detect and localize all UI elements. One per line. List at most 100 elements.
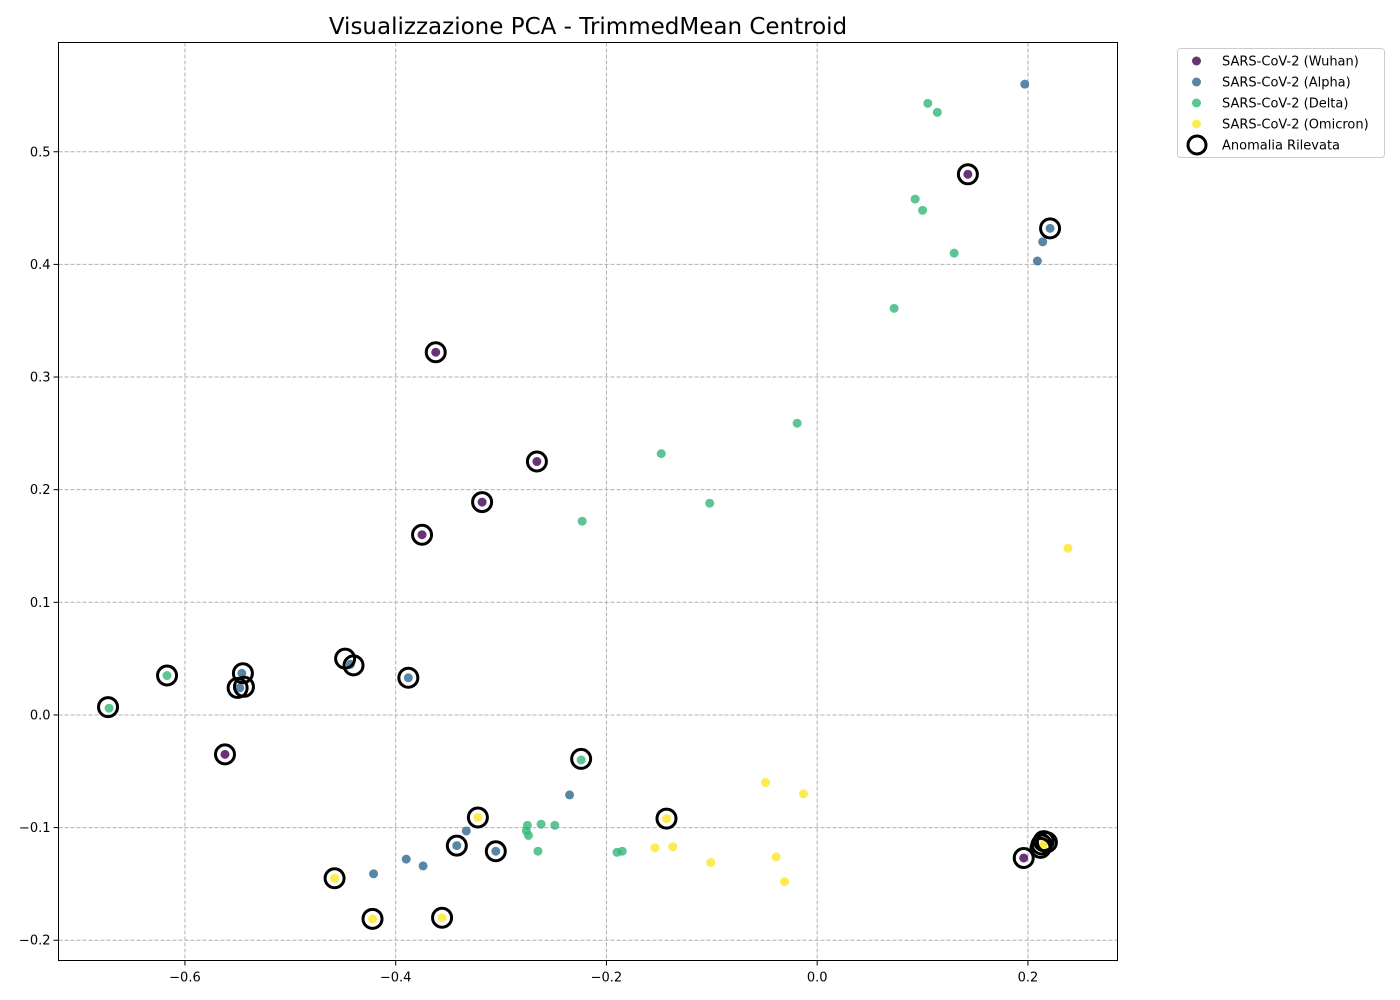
anomaly-marker bbox=[397, 666, 420, 689]
y-tick-label: 0.4 bbox=[30, 258, 51, 273]
anomaly-marker bbox=[342, 654, 365, 677]
data-point bbox=[910, 194, 920, 204]
data-point bbox=[403, 673, 413, 683]
data-point bbox=[565, 790, 575, 800]
grid-lines bbox=[58, 42, 1118, 961]
anomaly-marker bbox=[231, 662, 254, 685]
plot-points bbox=[97, 79, 1073, 930]
data-point bbox=[369, 869, 379, 879]
legend: SARS-CoV-2 (Wuhan) SARS-CoV-2 (Alpha) SARS… bbox=[1177, 48, 1385, 158]
data-point bbox=[650, 843, 660, 853]
data-point bbox=[577, 516, 587, 526]
series-group bbox=[97, 163, 1062, 930]
legend-frame bbox=[1177, 48, 1385, 158]
legend-marker bbox=[1192, 98, 1201, 108]
data-point bbox=[330, 873, 340, 883]
data-point bbox=[576, 755, 586, 765]
data-point bbox=[536, 819, 546, 829]
data-point bbox=[431, 347, 441, 357]
anomaly-marker bbox=[411, 523, 434, 546]
anomaly-marker bbox=[1012, 846, 1035, 869]
legend-label: SARS-CoV-2 (Omicron) bbox=[1222, 118, 1369, 133]
data-point bbox=[533, 846, 543, 856]
anomaly-marker bbox=[213, 743, 236, 766]
data-point bbox=[761, 778, 771, 788]
data-point bbox=[932, 107, 942, 117]
legend-marker bbox=[1192, 77, 1201, 87]
legend-label: SARS-CoV-2 (Alpha) bbox=[1222, 76, 1351, 91]
anomaly-marker bbox=[956, 163, 979, 186]
anomaly-marker bbox=[484, 840, 507, 863]
data-point bbox=[918, 205, 928, 215]
x-tick-label: −0.4 bbox=[380, 971, 412, 986]
anomaly-marker bbox=[431, 906, 454, 929]
y-tick-label: −0.1 bbox=[19, 821, 51, 836]
anomaly-marker bbox=[525, 450, 548, 473]
y-axis-ticks: −0.2 −0.1 0.0 0.1 0.2 0.3 0.4 0.5 bbox=[19, 145, 59, 949]
legend-label: Anomalia Rilevata bbox=[1222, 139, 1340, 154]
y-tick-label: 0.5 bbox=[30, 145, 51, 160]
data-point bbox=[1063, 543, 1073, 553]
legend-marker bbox=[1192, 56, 1201, 66]
data-point bbox=[617, 846, 627, 856]
x-tick-label: 0.2 bbox=[1018, 971, 1039, 986]
chart-title: Visualizzazione PCA - TrimmedMean Centro… bbox=[329, 14, 847, 40]
data-point bbox=[401, 854, 411, 864]
x-tick-label: 0.0 bbox=[807, 971, 828, 986]
data-point bbox=[368, 914, 378, 924]
data-point bbox=[491, 846, 501, 856]
y-tick-label: 0.1 bbox=[30, 596, 51, 611]
series-group bbox=[220, 169, 1029, 863]
data-point bbox=[705, 498, 715, 508]
data-point bbox=[668, 842, 678, 852]
data-point bbox=[1020, 79, 1030, 89]
anomaly-marker bbox=[226, 676, 249, 699]
anomaly-marker bbox=[466, 806, 489, 829]
data-point bbox=[1045, 223, 1055, 233]
y-tick-label: 0.2 bbox=[30, 483, 51, 498]
data-point bbox=[550, 820, 560, 830]
anomaly-marker bbox=[361, 907, 384, 930]
y-tick-label: 0.0 bbox=[30, 708, 51, 723]
anomaly-marker bbox=[1039, 217, 1062, 240]
anomaly-marker bbox=[97, 696, 120, 719]
data-point bbox=[771, 852, 781, 862]
anomaly-marker bbox=[1029, 836, 1052, 859]
anomaly-marker bbox=[424, 341, 447, 364]
data-point bbox=[706, 858, 716, 868]
data-point bbox=[437, 913, 447, 923]
legend-marker bbox=[1186, 134, 1208, 156]
anomaly-marker bbox=[445, 834, 468, 857]
series-group bbox=[235, 79, 1055, 879]
legend-label: SARS-CoV-2 (Wuhan) bbox=[1222, 55, 1359, 70]
data-point bbox=[220, 749, 230, 759]
x-tick-label: −0.6 bbox=[169, 971, 201, 986]
data-point bbox=[461, 826, 471, 836]
data-point bbox=[477, 497, 487, 507]
data-point bbox=[923, 98, 933, 108]
data-point bbox=[235, 683, 245, 693]
legend-label: SARS-CoV-2 (Delta) bbox=[1222, 97, 1348, 112]
data-point bbox=[162, 671, 172, 681]
data-point bbox=[104, 703, 114, 713]
data-point bbox=[798, 789, 808, 799]
data-point bbox=[452, 841, 462, 851]
anomaly-marker bbox=[570, 747, 593, 770]
anomaly-marker bbox=[323, 867, 346, 890]
legend-marker bbox=[1192, 119, 1201, 129]
series-group bbox=[104, 98, 959, 857]
anomaly-marker bbox=[156, 664, 179, 687]
data-point bbox=[656, 449, 666, 459]
data-point bbox=[949, 248, 959, 258]
y-tick-label: −0.2 bbox=[19, 934, 51, 949]
data-point bbox=[523, 830, 533, 840]
data-point bbox=[963, 169, 973, 179]
data-point bbox=[532, 457, 542, 467]
x-tick-label: −0.2 bbox=[591, 971, 623, 986]
data-point bbox=[417, 530, 427, 540]
x-axis-ticks: −0.6 −0.4 −0.2 0.0 0.2 bbox=[169, 960, 1039, 986]
data-point bbox=[780, 877, 790, 887]
data-point bbox=[418, 861, 428, 871]
data-point bbox=[792, 418, 802, 428]
